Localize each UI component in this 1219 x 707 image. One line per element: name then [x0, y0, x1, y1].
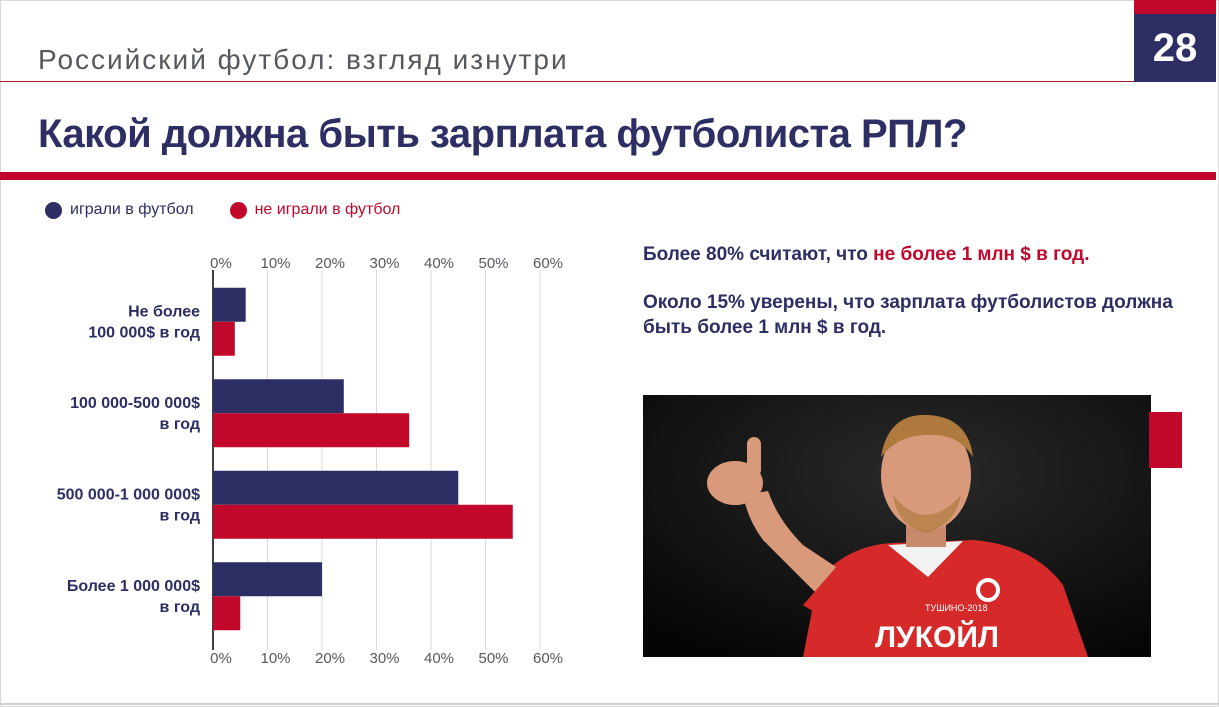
- chart-legend: играли в футбол не играли в футбол: [45, 201, 436, 219]
- x-tick-label-bottom: 40%: [424, 650, 454, 667]
- bar-not-played: [213, 321, 235, 356]
- legend-dot-not-played: [229, 201, 247, 219]
- statement-1-prefix: Более 80% считают, что: [643, 244, 874, 265]
- x-tick-label-bottom: 10%: [260, 650, 290, 667]
- salary-bar-chart: 0% 0% 10% 10% 20% 20% 30% 30% 40% 40% 50% 50% 60% 60%…: [57, 255, 563, 667]
- category-label: в год: [160, 599, 200, 616]
- legend-item-not-played: не играли в футбол: [229, 201, 401, 219]
- x-tick-label-top: 40%: [424, 255, 454, 272]
- bar-played: [213, 470, 459, 505]
- x-tick-label-top: 60%: [533, 255, 563, 272]
- bottom-divider: [0, 703, 1219, 705]
- legend-label-not-played: не играли в футбол: [254, 201, 401, 218]
- x-tick-label-top: 20%: [315, 255, 345, 272]
- player-photo-illustration: ЛУКОЙЛ ТУШИНО-2018: [643, 395, 1151, 657]
- x-tick-label-bottom: 20%: [315, 650, 345, 667]
- bar-played: [213, 379, 344, 414]
- x-tick-label-bottom: 50%: [478, 650, 508, 667]
- statement-2: Около 15% уверены, что зарплата футболис…: [643, 292, 1173, 338]
- legend-label-played: играли в футбол: [70, 201, 194, 218]
- x-tick-label-top: 30%: [369, 255, 399, 272]
- photo-sponsor-small: ТУШИНО-2018: [925, 603, 987, 613]
- header-divider: [0, 81, 1134, 82]
- bar-not-played: [213, 413, 410, 448]
- category-label: в год: [160, 507, 200, 524]
- x-tick-label-top: 0%: [210, 255, 232, 272]
- bar-played: [213, 562, 322, 597]
- category-label: 100 000-500 000$: [70, 395, 200, 412]
- legend-item-played: играли в футбол: [45, 201, 194, 219]
- category-label: 100 000$ в год: [88, 324, 200, 341]
- photo-accent-bar: [1149, 412, 1182, 468]
- category-label: Не более: [128, 303, 200, 320]
- title-rule: [0, 172, 1216, 180]
- statement-1: Более 80% считают, что не более 1 млн $ …: [643, 242, 1203, 267]
- bar-not-played: [213, 504, 513, 539]
- x-tick-label-top: 50%: [478, 255, 508, 272]
- bar-played: [213, 287, 246, 322]
- category-label: Более 1 000 000$: [67, 578, 200, 595]
- photo-sponsor-text: ЛУКОЙЛ: [875, 620, 999, 654]
- header-subtitle: Российский футбол: взгляд изнутри: [38, 44, 569, 75]
- page-number-badge: 28: [1134, 0, 1216, 82]
- page-title: Какой должна быть зарплата футболиста РП…: [38, 112, 967, 156]
- legend-dot-played: [45, 201, 62, 219]
- category-label: в год: [160, 416, 200, 433]
- player-photo: ЛУКОЙЛ ТУШИНО-2018: [643, 395, 1151, 657]
- category-label: 500 000-1 000 000$: [57, 486, 200, 503]
- x-tick-label-bottom: 0%: [210, 650, 232, 667]
- x-tick-label-bottom: 60%: [533, 650, 563, 667]
- x-tick-label-bottom: 30%: [369, 650, 399, 667]
- x-tick-label-top: 10%: [260, 255, 290, 272]
- bar-not-played: [213, 596, 241, 631]
- statement-1-highlight: не более 1 млн $ в год.: [873, 244, 1090, 265]
